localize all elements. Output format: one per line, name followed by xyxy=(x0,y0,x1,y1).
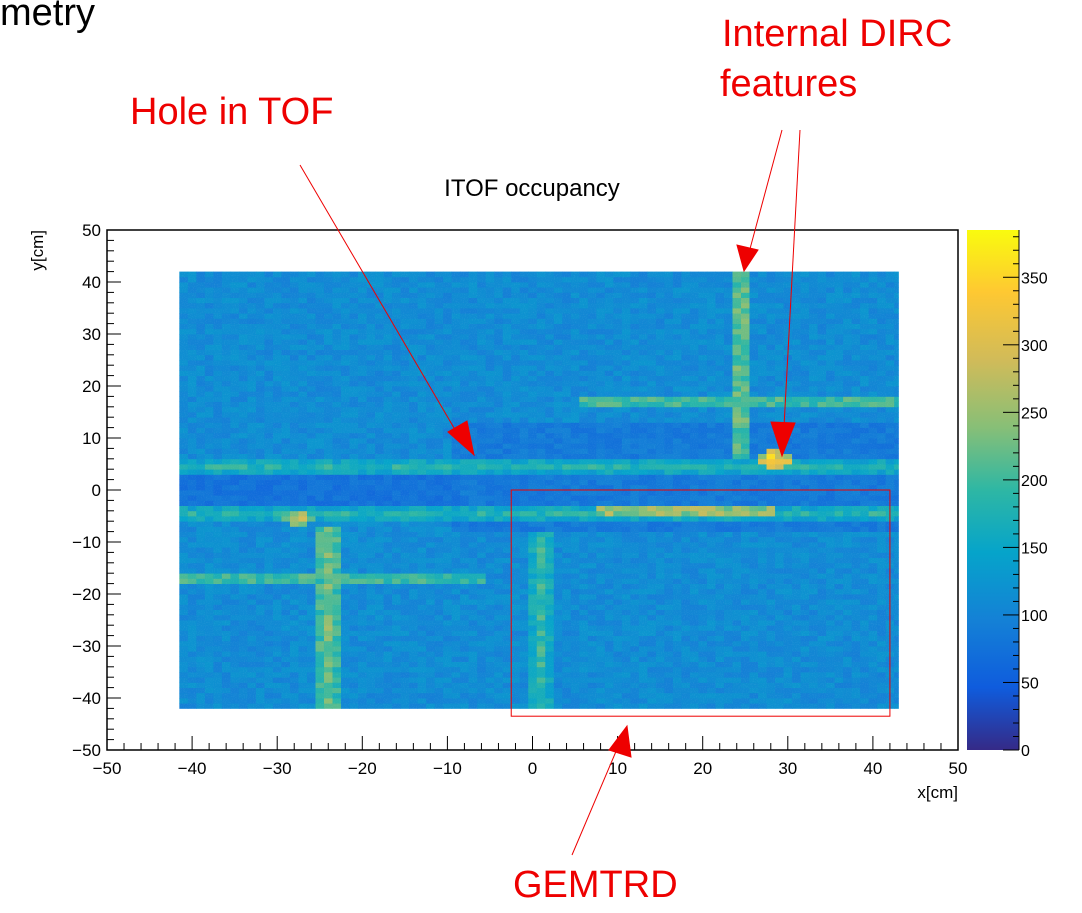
chart-title: ITOF occupancy xyxy=(444,175,620,202)
slide-title-fragment: metry xyxy=(0,0,95,34)
